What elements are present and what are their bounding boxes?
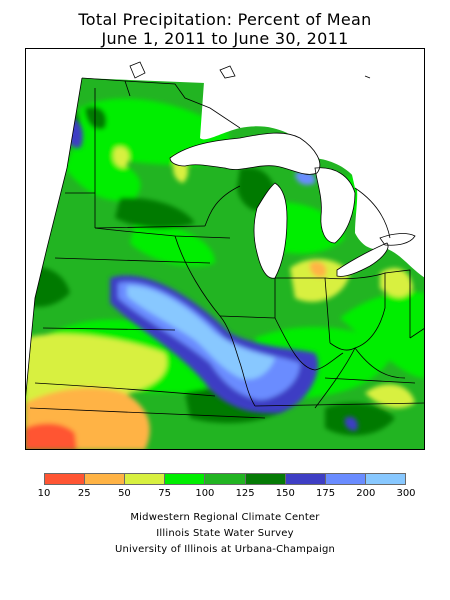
lakes — [170, 68, 425, 279]
legend-swatch — [365, 473, 406, 485]
map-frame — [25, 48, 425, 450]
map-title-line-2: June 1, 2011 to June 30, 2011 — [101, 29, 349, 48]
credit-line-1: Midwestern Regional Climate Center — [130, 512, 320, 523]
map-title: Total Precipitation: Percent of Mean Jun… — [0, 10, 450, 48]
legend-ticks: 10 25 50 75 100 125 150 175 200 300 — [38, 488, 416, 500]
legend-tick-label: 150 — [275, 488, 295, 499]
legend-swatch — [285, 473, 326, 485]
credit-line-3: University of Illinois at Urbana-Champai… — [114, 544, 336, 555]
legend-tick-label: 100 — [195, 488, 215, 499]
credits: Midwestern Regional Climate Center Illin… — [0, 510, 450, 558]
legend-tick-label: 200 — [356, 488, 376, 499]
state-boundaries — [24, 61, 426, 419]
legend-swatch — [205, 473, 246, 485]
precipitation-map — [24, 48, 426, 450]
credit-line-2: Illinois State Water Survey — [156, 528, 294, 539]
legend-swatch — [245, 473, 286, 485]
map-title-line-1: Total Precipitation: Percent of Mean — [78, 10, 372, 29]
legend-tick-label: 10 — [37, 488, 51, 499]
legend-swatch — [44, 473, 86, 485]
legend-tick-label: 75 — [158, 488, 172, 499]
legend-swatch — [85, 473, 126, 485]
legend-tick-label: 300 — [396, 488, 416, 499]
color-legend — [44, 473, 406, 485]
legend-tick-label: 125 — [235, 488, 255, 499]
legend-swatch — [125, 473, 166, 485]
legend-swatch — [325, 473, 366, 485]
legend-tick-label: 50 — [118, 488, 131, 499]
legend-tick-label: 25 — [77, 488, 91, 499]
legend-tick-label: 175 — [316, 488, 336, 499]
legend-swatch — [165, 473, 206, 485]
